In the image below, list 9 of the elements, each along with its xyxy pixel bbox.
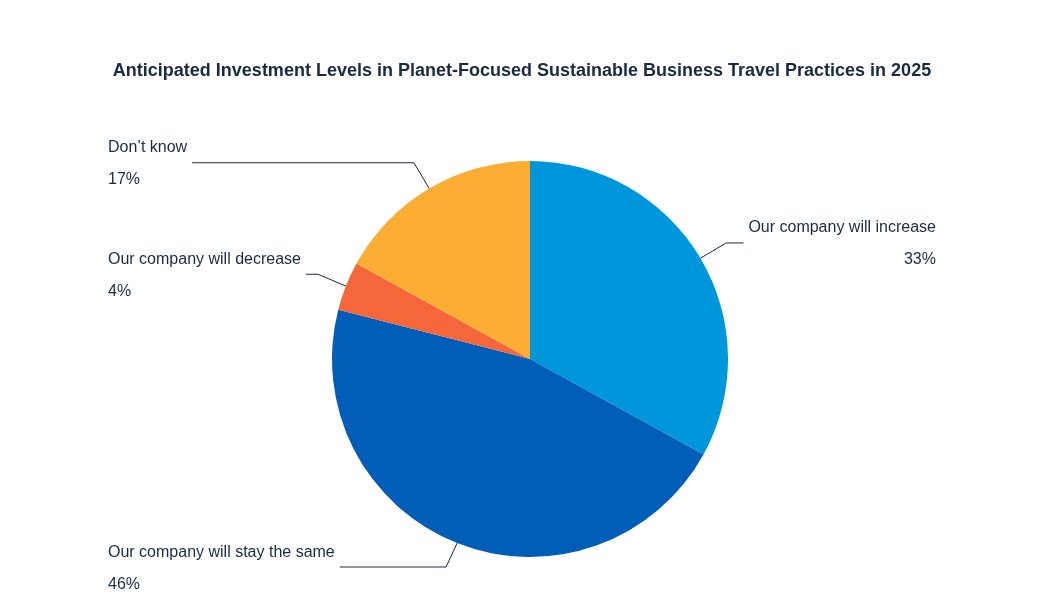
slice-label: Our company will increase [748,218,937,236]
data-label: 17% [108,170,141,188]
data-label: 33% [903,250,936,268]
slice-label: Our company will decrease [108,249,302,267]
slice-label: Don’t know [108,138,188,156]
data-label: 4% [108,281,132,299]
data-label: 46% [108,574,141,592]
slice-label: Our company will stay the same [108,542,335,560]
chart-title: Anticipated Investment Levels in Planet-Focused Sustainable Business Travel Practices in 2025 [112,60,932,80]
